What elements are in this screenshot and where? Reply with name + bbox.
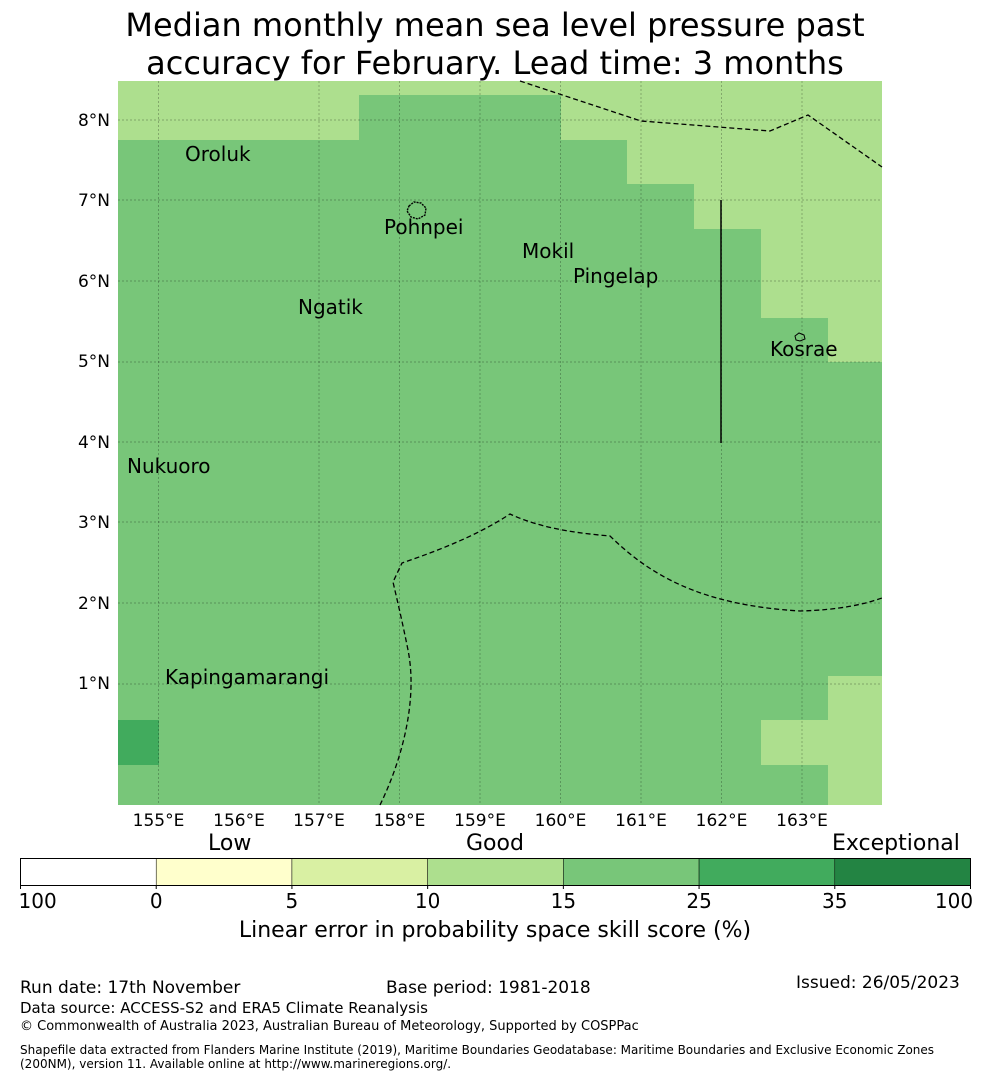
legend-category-good: Good bbox=[466, 831, 524, 856]
map-cell-light bbox=[118, 81, 359, 140]
run-date: Run date: 17th November bbox=[20, 978, 241, 998]
place-label-pingelap: Pingelap bbox=[573, 264, 658, 288]
lat-label: 6°N bbox=[78, 272, 110, 292]
copyright: © Commonwealth of Australia 2023, Austra… bbox=[20, 1019, 639, 1034]
skill-map: Oroluk Pohnpei Mokil Pingelap Ngatik Kos… bbox=[78, 80, 883, 830]
lon-label: 162°E bbox=[696, 811, 748, 830]
shapefile-credit-line-2: (200NM), version 11. Available online at… bbox=[20, 1057, 452, 1071]
map-cell-dark bbox=[118, 720, 159, 765]
legend-category-low: Low bbox=[208, 831, 252, 856]
colorbar-tick-label: 35 bbox=[822, 889, 847, 913]
colorbar-bin bbox=[155, 858, 293, 886]
colorbar-tick-label: -100 bbox=[20, 889, 57, 913]
colorbar-tick-label: 10 bbox=[415, 889, 440, 913]
lon-label: 155°E bbox=[133, 811, 185, 830]
colorbar-tick-label: 15 bbox=[551, 889, 576, 913]
place-labels: Oroluk Pohnpei Mokil Pingelap Ngatik Kos… bbox=[127, 142, 838, 689]
issued-date: Issued: 26/05/2023 bbox=[796, 973, 960, 993]
lat-label: 2°N bbox=[78, 594, 110, 614]
colorbar-frame bbox=[20, 858, 971, 886]
shapefile-credit-line-1: Shapefile data extracted from Flanders M… bbox=[20, 1043, 935, 1057]
lat-label: 8°N bbox=[78, 111, 110, 131]
lon-label: 159°E bbox=[454, 811, 506, 830]
legend-category-exceptional: Exceptional bbox=[832, 831, 960, 856]
map-region-light-southeast bbox=[761, 676, 882, 805]
lat-label: 5°N bbox=[78, 352, 110, 372]
eez-boundary-north bbox=[519, 80, 883, 168]
title-line-2: accuracy for February. Lead time: 3 mont… bbox=[146, 44, 844, 82]
kosrae-island-outline bbox=[794, 332, 806, 342]
place-label-mokil: Mokil bbox=[522, 239, 574, 263]
colorbar-tick-label: 5 bbox=[286, 889, 299, 913]
longitude-labels: 155°E 156°E 157°E 158°E 159°E 160°E 161°… bbox=[133, 811, 828, 830]
gridlines bbox=[118, 81, 882, 805]
pohnpei-island-outline bbox=[406, 201, 427, 220]
lon-label: 157°E bbox=[293, 811, 345, 830]
map-cell-light bbox=[359, 81, 561, 95]
place-label-oroluk: Oroluk bbox=[185, 142, 251, 166]
eez-boundaries bbox=[379, 80, 883, 806]
colorbar-tick-label: 25 bbox=[686, 889, 711, 913]
place-label-ngatik: Ngatik bbox=[298, 295, 363, 319]
lon-label: 158°E bbox=[374, 811, 426, 830]
title-line-1: Median monthly mean sea level pressure p… bbox=[125, 6, 865, 44]
lon-label: 163°E bbox=[776, 811, 828, 830]
colorbar-bins bbox=[20, 858, 971, 886]
lon-label: 156°E bbox=[213, 811, 265, 830]
lon-label: 160°E bbox=[535, 811, 587, 830]
colorbar-bin bbox=[563, 858, 700, 886]
latitude-labels: 8°N 7°N 6°N 5°N 4°N 3°N 2°N 1°N bbox=[78, 111, 110, 694]
colorbar-bin bbox=[427, 858, 564, 886]
colorbar-bin bbox=[291, 858, 428, 886]
colorbar-bin bbox=[698, 858, 836, 886]
place-label-pohnpei: Pohnpei bbox=[384, 215, 464, 239]
colorbar-ticks: -100 0 5 10 15 25 35 100 bbox=[20, 885, 972, 913]
colorbar: -100 0 5 10 15 25 35 100 bbox=[20, 858, 972, 913]
data-source: Data source: ACCESS-S2 and ERA5 Climate … bbox=[20, 999, 428, 1017]
lon-label: 161°E bbox=[615, 811, 667, 830]
lat-label: 3°N bbox=[78, 513, 110, 533]
lat-label: 1°N bbox=[78, 674, 110, 694]
place-label-nukuoro: Nukuoro bbox=[127, 454, 211, 478]
colorbar-label: Linear error in probability space skill … bbox=[238, 918, 752, 943]
chart-title: Median monthly mean sea level pressure p… bbox=[0, 6, 990, 82]
lat-label: 4°N bbox=[78, 433, 110, 453]
colorbar-tick-label: 0 bbox=[150, 889, 163, 913]
colorbar-bin bbox=[20, 858, 157, 886]
colorbar-bin bbox=[834, 858, 971, 886]
lat-label: 7°N bbox=[78, 191, 110, 211]
place-label-kosrae: Kosrae bbox=[770, 337, 838, 361]
colorbar-tick-label: 100 bbox=[935, 889, 972, 913]
place-label-kapingamarangi: Kapingamarangi bbox=[165, 665, 329, 689]
base-period: Base period: 1981-2018 bbox=[386, 978, 591, 998]
eez-boundary-south bbox=[379, 513, 883, 806]
